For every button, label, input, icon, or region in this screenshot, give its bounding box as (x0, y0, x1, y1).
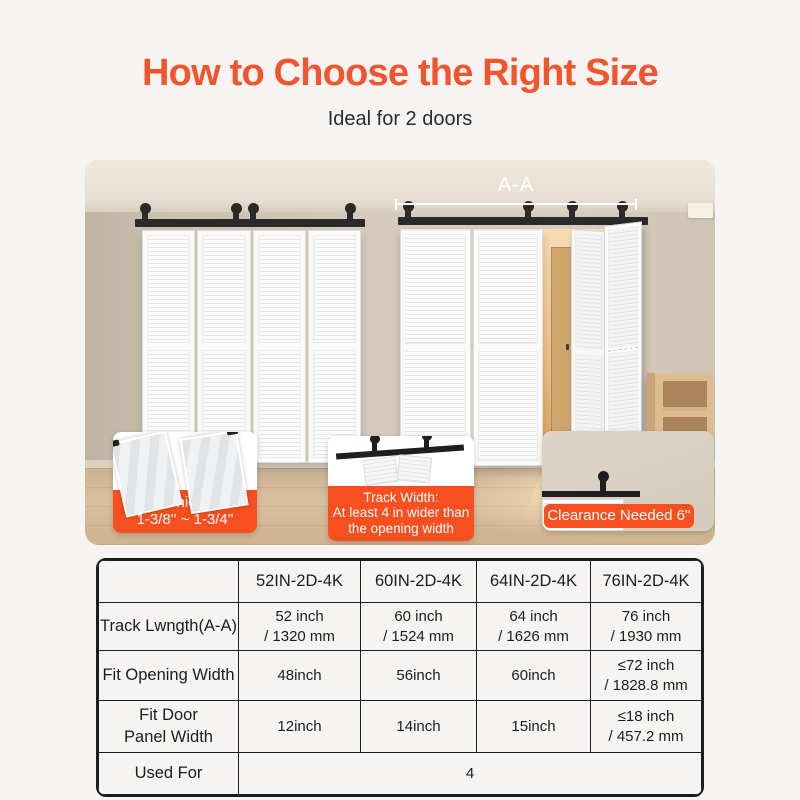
value-cell: 14inch (360, 700, 477, 753)
callout-track-width: Track Width: At least 4 in wider than th… (328, 436, 474, 542)
value-cell: ≤72 inch / 1828.8 mm (590, 650, 702, 701)
value-cell: 56inch (360, 650, 477, 701)
roller-hanger-icon (421, 436, 432, 449)
right-door-unit (400, 229, 543, 466)
callout-label: Track Width: At least 4 in wider than th… (328, 486, 474, 542)
roller-hanger-icon (344, 203, 356, 225)
callout-door-thickness: Door Thickness: 1-3/8'' ~ 1-3/4'' (113, 432, 257, 534)
door-panel (472, 229, 543, 466)
door-panel (197, 230, 251, 463)
page-subtitle: Ideal for 2 doors (327, 108, 473, 130)
value-cell: 12inch (238, 700, 361, 753)
roller-hanger-icon (566, 201, 578, 223)
roller-hanger-icon (522, 201, 534, 223)
hinge-icon (226, 432, 239, 436)
measure-label: A-A (497, 174, 535, 196)
row-label: Fit Opening Width (98, 650, 239, 701)
table-row: Used For 4 (98, 752, 702, 795)
value-cell: 60 inch / 1524 mm (360, 602, 477, 651)
table-row: Track Lwngth(A-A) 52 inch / 1320 mm 60 i… (98, 602, 702, 651)
roller-hanger-icon (616, 201, 628, 223)
value-cell: 52 inch / 1320 mm (238, 602, 361, 651)
value-cell: ≤18 inch / 457.2 mm (590, 700, 702, 753)
table-header-cell: 64IN-2D-4K (476, 560, 591, 603)
door-panel (400, 229, 471, 466)
door-knob-icon (566, 344, 569, 350)
track-width-inset (328, 436, 474, 487)
callout-clearance: Clearance Needed 6'' (542, 431, 714, 531)
hinge-icon (113, 439, 120, 448)
size-table: 52IN-2D-4K 60IN-2D-4K 64IN-2D-4K 76IN-2D… (96, 558, 704, 797)
room-photo: A-A Door Thickness: 1-3/8'' ~ 1-3/4'' Tr… (85, 160, 715, 545)
roller-hanger-icon (402, 201, 414, 223)
value-cell: 4 (238, 752, 702, 795)
wall-vent (688, 203, 713, 218)
callout-label: Clearance Needed 6'' (544, 503, 694, 528)
door-panel (252, 230, 306, 463)
value-cell: 15inch (476, 700, 591, 753)
table-row: Fit Opening Width 48inch 56inch 60inch ≤… (98, 650, 702, 701)
value-cell: 60inch (476, 650, 591, 701)
roller-hanger-icon (369, 436, 380, 452)
measure-line (395, 199, 637, 210)
shelf-cubby (663, 381, 707, 411)
page-title: How to Choose the Right Size (142, 52, 659, 94)
roller-hanger-icon (230, 203, 242, 225)
roller-hanger-icon (597, 471, 609, 493)
row-label: Track Lwngth(A-A) (98, 602, 239, 651)
table-header-cell (98, 560, 239, 603)
value-cell: 48inch (238, 650, 361, 701)
roller-hanger-icon (139, 203, 151, 225)
barn-door-track-right (398, 217, 648, 225)
track-icon (542, 491, 640, 497)
door-panel (142, 230, 196, 463)
table-row: Fit Door Panel Width 12inch 14inch 15inc… (98, 700, 702, 753)
door-cross-section (179, 432, 249, 515)
roller-hanger-icon (247, 203, 259, 225)
door-panel (396, 454, 433, 484)
table-header-cell: 76IN-2D-4K (590, 560, 702, 603)
door-panel (307, 230, 361, 463)
door-cross-section (113, 432, 183, 518)
table-header-row: 52IN-2D-4K 60IN-2D-4K 64IN-2D-4K 76IN-2D… (98, 560, 702, 603)
row-label: Fit Door Panel Width (98, 700, 239, 753)
door-panel (362, 455, 399, 487)
door-thickness-inset (113, 432, 257, 518)
value-cell: 76 inch / 1930 mm (590, 602, 702, 651)
hallway-door (551, 247, 573, 437)
row-label: Used For (98, 752, 239, 795)
table-header-cell: 52IN-2D-4K (238, 560, 361, 603)
table-header-cell: 60IN-2D-4K (360, 560, 477, 603)
left-door-unit (142, 230, 361, 463)
value-cell: 64 inch / 1626 mm (476, 602, 591, 651)
